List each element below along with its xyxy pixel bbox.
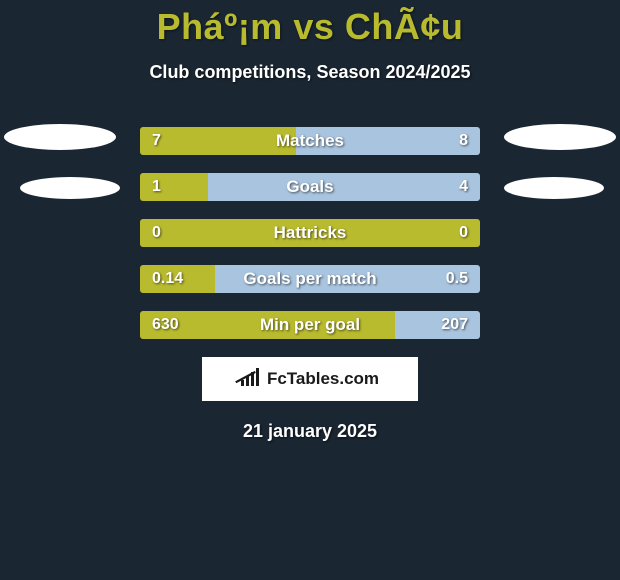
- bar-label: Min per goal: [140, 311, 480, 339]
- bar-label: Goals: [140, 173, 480, 201]
- page-title: Pháº¡m vs ChÃ¢u: [0, 0, 620, 48]
- bar-right-value: 4: [459, 173, 468, 201]
- bar-right-value: 0: [459, 219, 468, 247]
- comparison-bars: 7 Matches 8 1 Goals 4 0 Hattricks 0 0.14…: [140, 127, 480, 339]
- snapshot-date: 21 january 2025: [0, 421, 620, 442]
- brand-box[interactable]: FcTables.com: [202, 357, 418, 401]
- brand-chart-icon: [241, 368, 263, 391]
- avatar-right-bottom: [504, 177, 604, 199]
- brand-text: FcTables.com: [267, 369, 379, 389]
- bar-right-value: 0.5: [446, 265, 468, 293]
- avatar-right-top: [504, 124, 616, 150]
- bar-right-value: 207: [441, 311, 468, 339]
- avatar-left-top: [4, 124, 116, 150]
- bar-row: 7 Matches 8: [140, 127, 480, 155]
- subtitle: Club competitions, Season 2024/2025: [0, 62, 620, 83]
- bar-row: 630 Min per goal 207: [140, 311, 480, 339]
- avatar-left-bottom: [20, 177, 120, 199]
- bar-row: 1 Goals 4: [140, 173, 480, 201]
- bar-row: 0 Hattricks 0: [140, 219, 480, 247]
- bar-right-value: 8: [459, 127, 468, 155]
- bar-label: Hattricks: [140, 219, 480, 247]
- bar-label: Goals per match: [140, 265, 480, 293]
- bar-label: Matches: [140, 127, 480, 155]
- bar-row: 0.14 Goals per match 0.5: [140, 265, 480, 293]
